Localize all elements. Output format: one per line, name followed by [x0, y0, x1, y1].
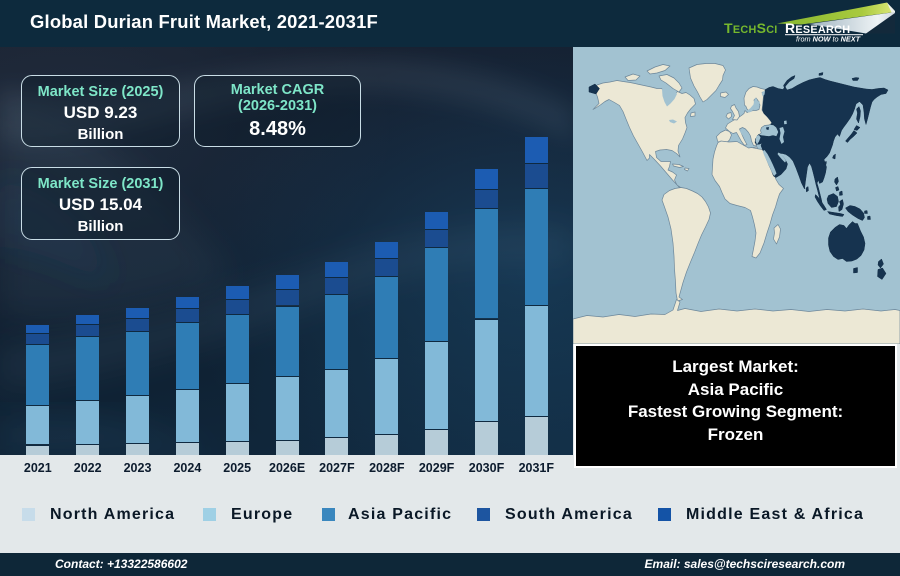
svg-text:from NOW to NEXT: from NOW to NEXT	[796, 35, 861, 44]
svg-text:TECHSCI: TECHSCI	[724, 20, 778, 36]
svg-text:RESEARCH: RESEARCH	[785, 20, 850, 36]
